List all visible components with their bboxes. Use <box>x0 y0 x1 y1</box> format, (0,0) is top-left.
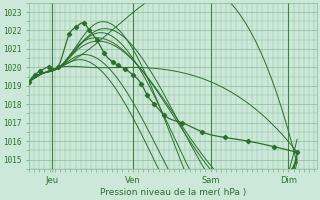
X-axis label: Pression niveau de la mer( hPa ): Pression niveau de la mer( hPa ) <box>100 188 246 197</box>
